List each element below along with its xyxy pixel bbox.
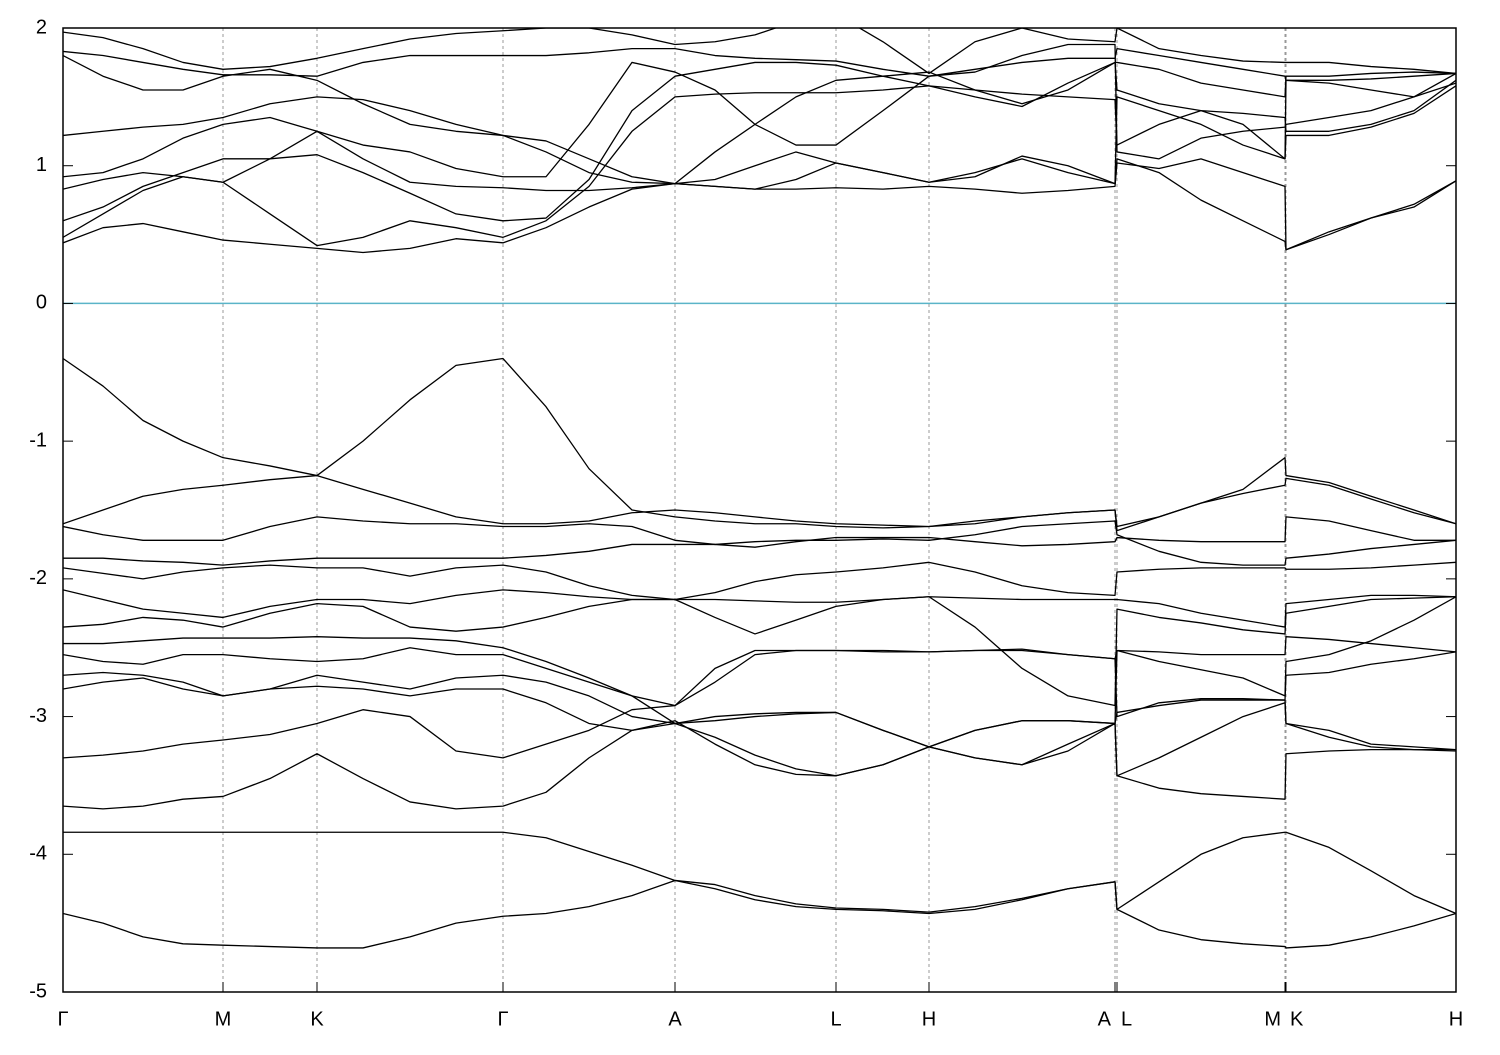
y-tick-label: -3 xyxy=(29,705,47,727)
band-line xyxy=(63,28,1456,75)
band-line xyxy=(63,474,1456,532)
band-line xyxy=(63,720,1456,810)
band-line xyxy=(63,831,1456,915)
band-line xyxy=(63,130,1456,251)
y-tick-label: -5 xyxy=(29,980,47,1002)
x-tick-label: Γ xyxy=(57,1008,68,1030)
x-tick-label: Γ xyxy=(497,1008,508,1030)
y-tick-label: -1 xyxy=(29,429,47,451)
x-tick-label: H xyxy=(922,1008,936,1030)
band-line xyxy=(63,48,1456,81)
band-line xyxy=(63,589,1456,628)
x-tick-label: M xyxy=(215,1008,232,1030)
band-line xyxy=(63,357,1456,529)
y-tick-label: 2 xyxy=(36,16,47,38)
bands xyxy=(63,28,1456,949)
band-line xyxy=(63,61,1456,222)
band-line xyxy=(63,54,1456,185)
y-tick-label: 1 xyxy=(36,154,47,176)
band-line xyxy=(63,155,1456,254)
x-tick-label: M xyxy=(1264,1008,1281,1030)
band-line xyxy=(63,677,1456,777)
x-tick-label: L xyxy=(830,1008,841,1030)
band-line xyxy=(63,85,1456,247)
band-line xyxy=(63,520,1456,566)
band-line xyxy=(63,651,1456,777)
band-line xyxy=(63,596,1456,707)
y-tick-label: -4 xyxy=(29,843,47,865)
x-tick-label: K xyxy=(310,1008,324,1030)
band-line xyxy=(63,879,1456,949)
x-tick-label: K xyxy=(1290,1008,1304,1030)
x-tick-label: A xyxy=(1098,1008,1112,1030)
plot-frame xyxy=(62,27,1457,993)
band-line xyxy=(63,516,1456,548)
band-line xyxy=(63,636,1456,748)
x-tick-label: L xyxy=(1121,1008,1132,1030)
band-line xyxy=(63,79,1456,185)
x-tick-label: A xyxy=(668,1008,682,1030)
y-tick-label: 0 xyxy=(36,292,47,314)
band-line xyxy=(63,649,1456,759)
band-line xyxy=(63,43,1456,178)
band-line xyxy=(63,561,1456,601)
y-tick-label: -2 xyxy=(29,567,47,589)
x-tick-label: H xyxy=(1449,1008,1463,1030)
